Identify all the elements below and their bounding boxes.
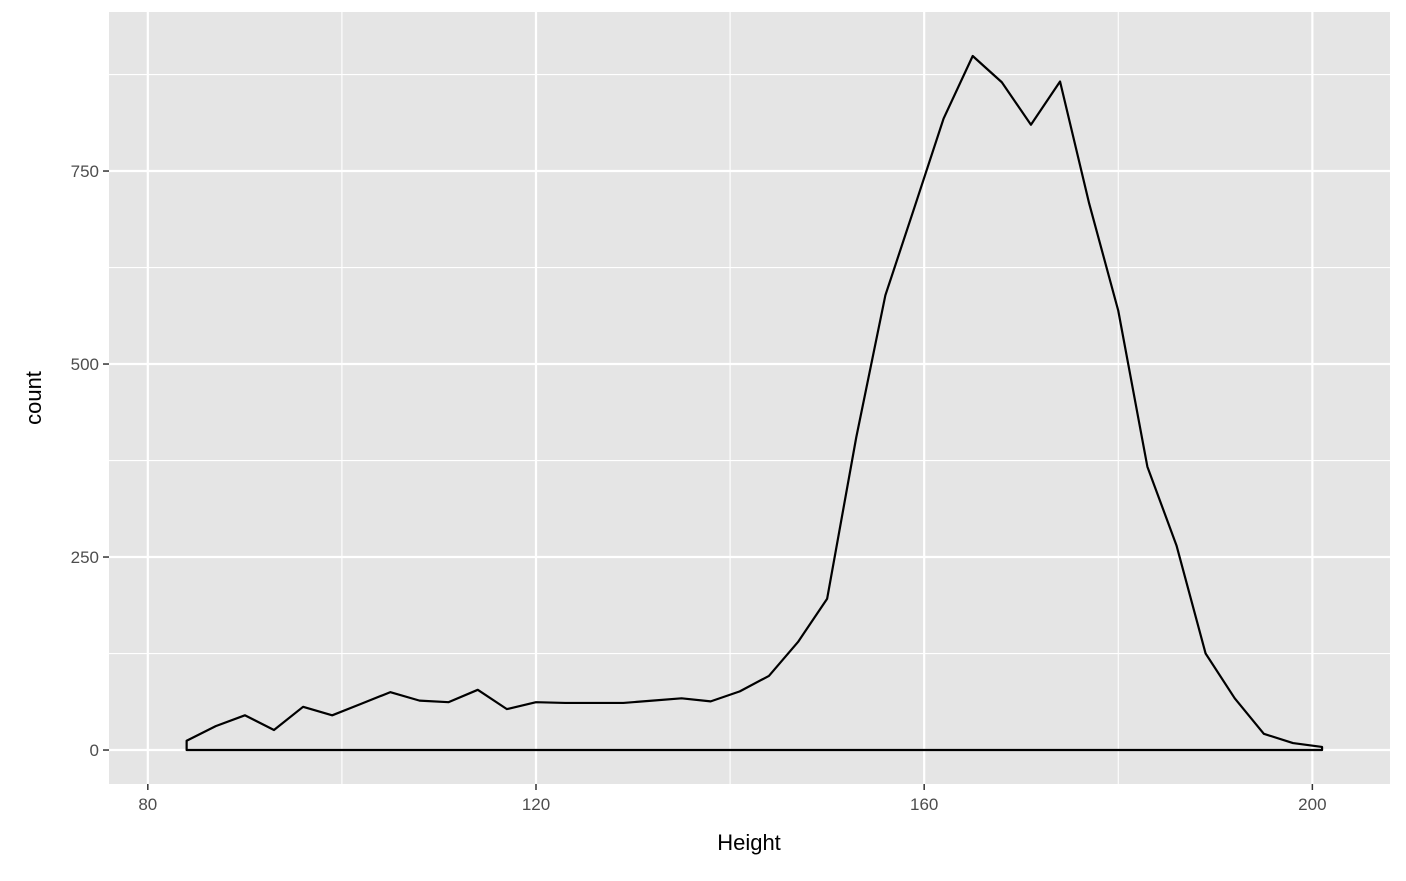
y-tick-label: 500: [71, 355, 99, 374]
y-tick-label: 250: [71, 548, 99, 567]
y-tick-label: 750: [71, 162, 99, 181]
x-tick-label: 80: [138, 795, 157, 814]
x-axis-label: Height: [717, 830, 781, 855]
x-tick-label: 160: [910, 795, 938, 814]
y-axis: 0 250 500 750: [71, 162, 109, 760]
y-tick-label: 0: [90, 741, 99, 760]
x-tick-label: 120: [522, 795, 550, 814]
y-axis-label: count: [21, 371, 46, 425]
plot-panel: [109, 12, 1390, 784]
x-axis: 80 120 160 200: [138, 784, 1326, 814]
x-tick-label: 200: [1298, 795, 1326, 814]
